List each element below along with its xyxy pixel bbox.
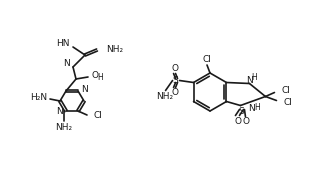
Text: O: O bbox=[243, 117, 250, 126]
Text: S: S bbox=[239, 107, 244, 116]
Text: NH₂: NH₂ bbox=[156, 92, 173, 101]
Text: H: H bbox=[252, 73, 257, 82]
Text: O: O bbox=[92, 72, 99, 81]
Text: HN: HN bbox=[57, 40, 70, 48]
Text: N: N bbox=[81, 85, 88, 94]
Text: O: O bbox=[235, 117, 242, 126]
Text: Cl: Cl bbox=[281, 86, 290, 95]
Text: N: N bbox=[248, 104, 255, 113]
Text: Cl: Cl bbox=[203, 55, 211, 64]
Text: NH₂: NH₂ bbox=[56, 122, 73, 132]
Text: N: N bbox=[56, 107, 63, 117]
Text: Cl: Cl bbox=[93, 111, 102, 120]
Text: H: H bbox=[97, 72, 103, 81]
Text: N: N bbox=[246, 76, 253, 85]
Text: H₂N: H₂N bbox=[30, 94, 47, 102]
Text: Cl: Cl bbox=[284, 98, 292, 107]
Text: NH₂: NH₂ bbox=[106, 44, 123, 53]
Text: H: H bbox=[254, 103, 260, 112]
Text: O: O bbox=[171, 64, 178, 73]
Text: S: S bbox=[173, 76, 178, 85]
Text: N: N bbox=[63, 59, 70, 68]
Text: O: O bbox=[171, 88, 178, 97]
